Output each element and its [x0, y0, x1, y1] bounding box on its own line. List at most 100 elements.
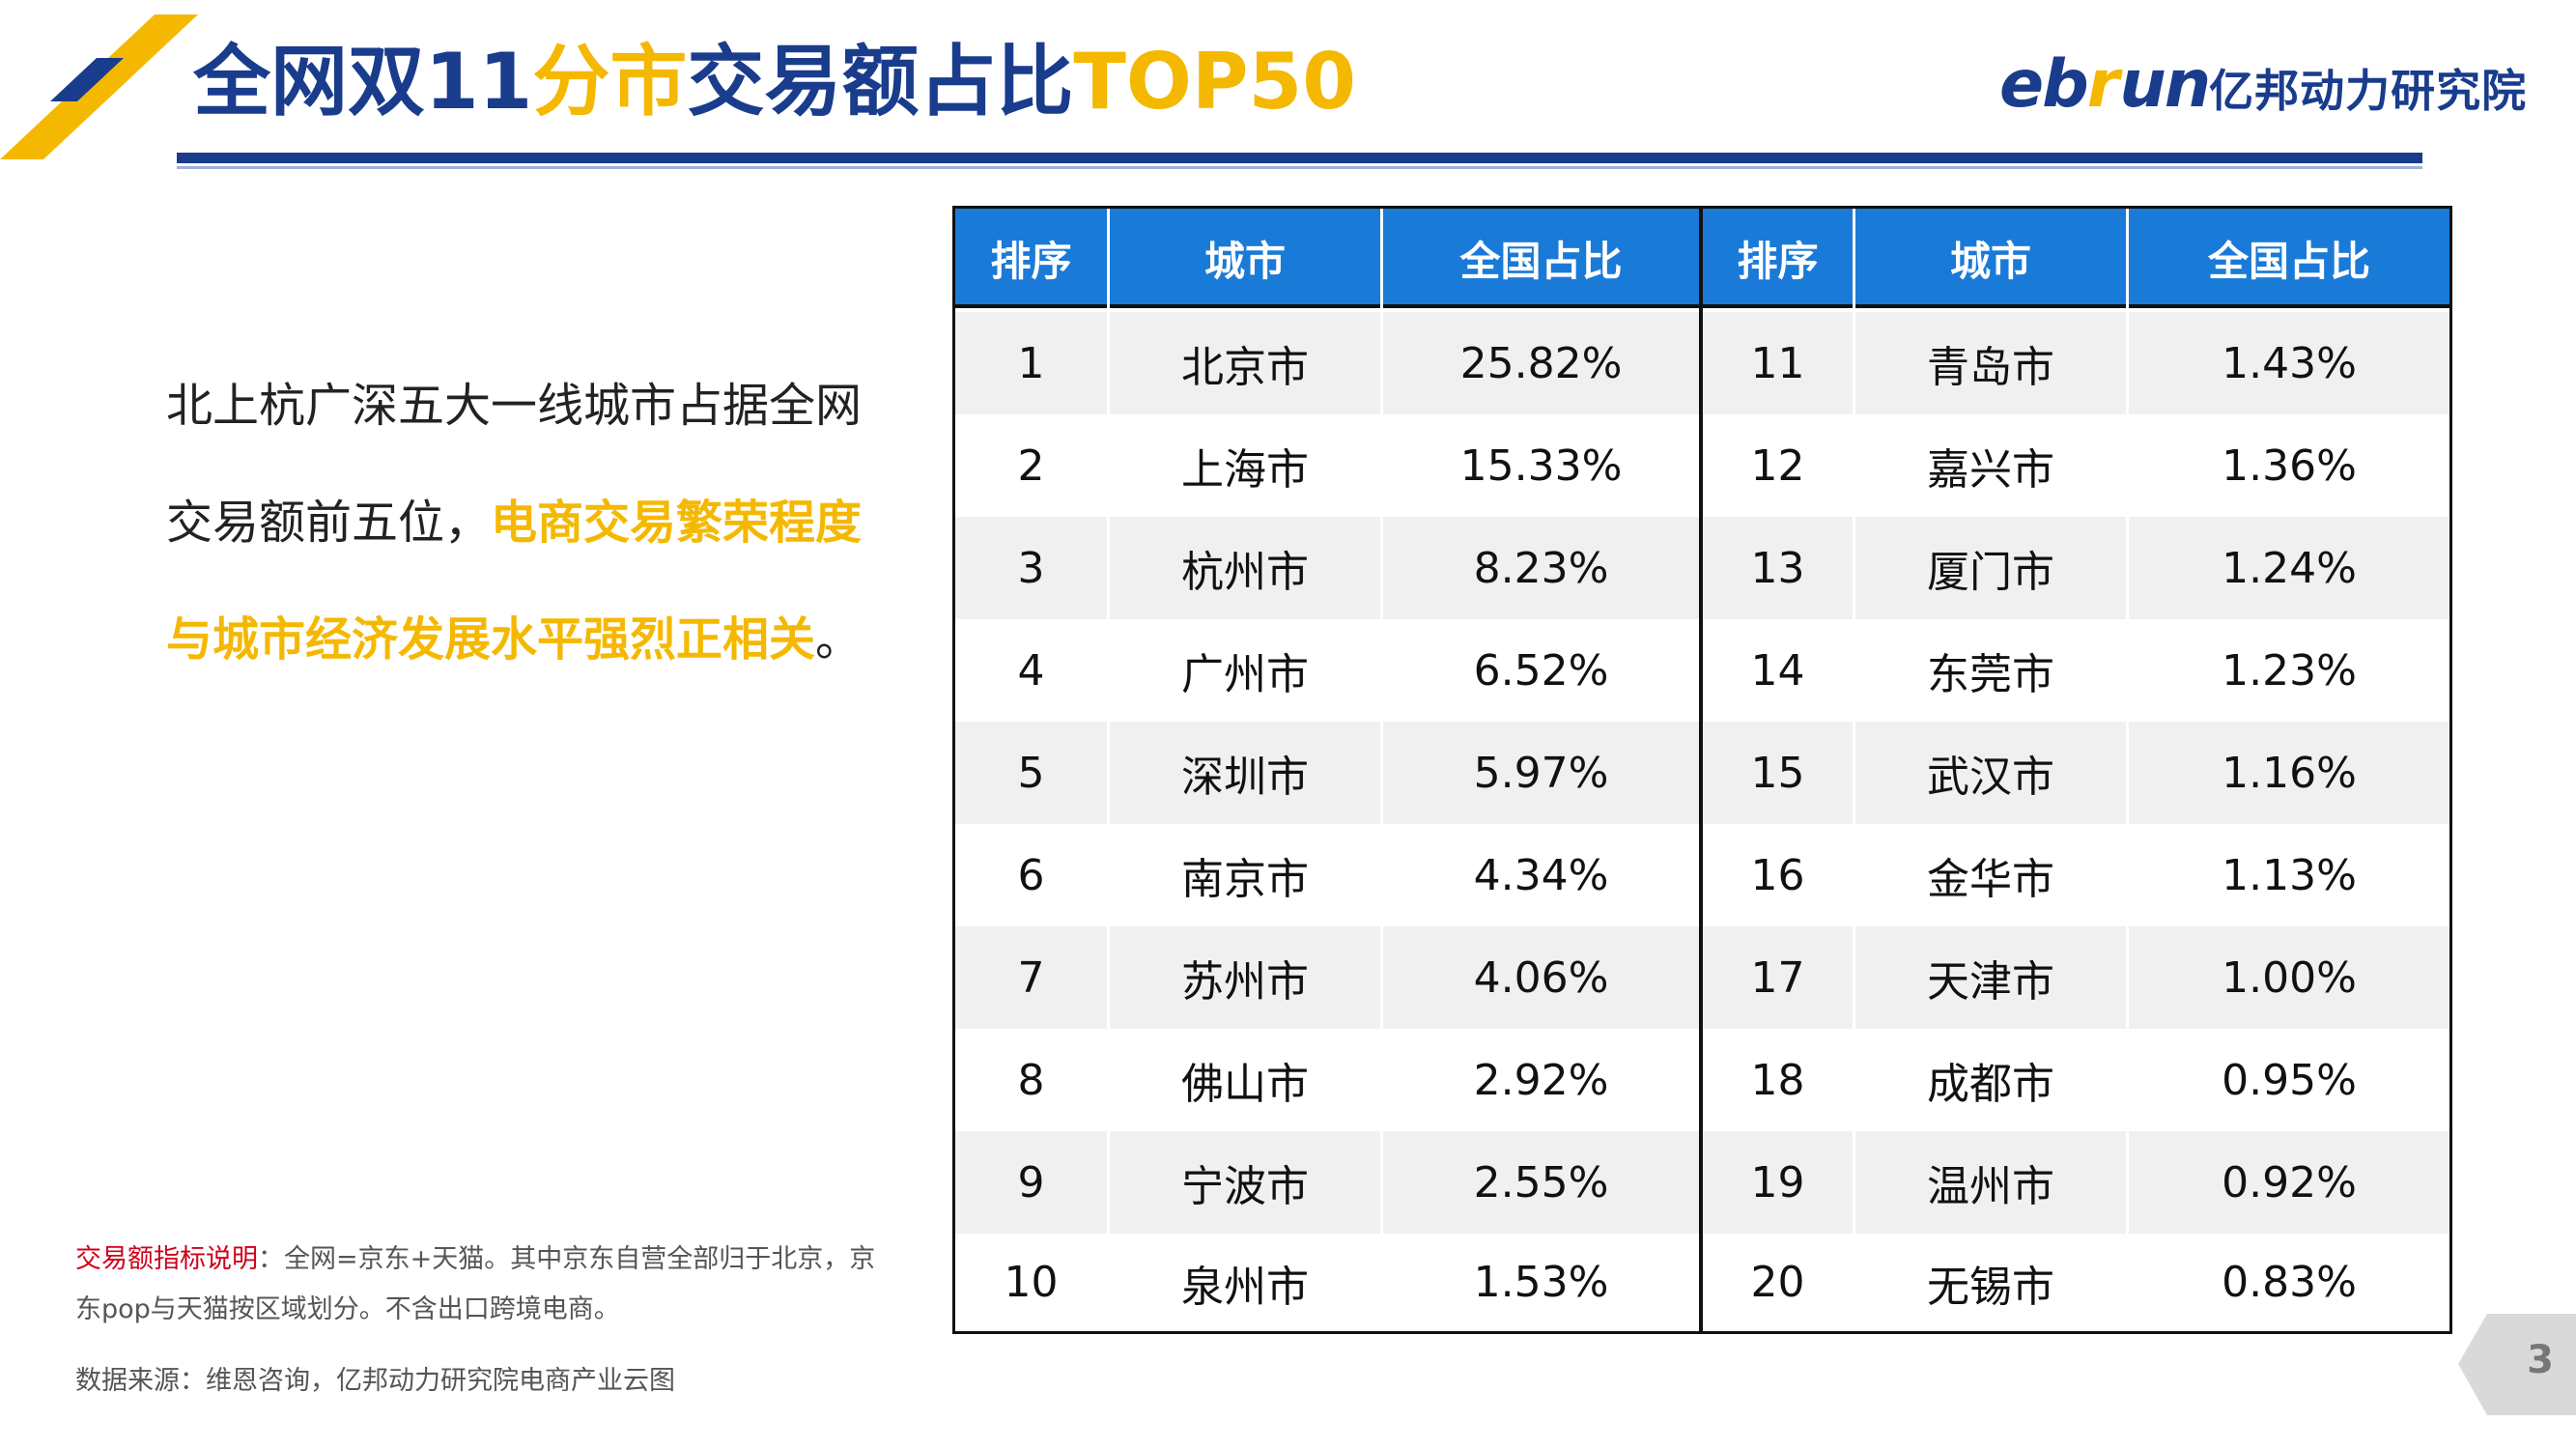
cell-share: 2.55% [1473, 1157, 1609, 1208]
cell-city: 武汉市 [1927, 753, 2054, 802]
cell-rank: 15 [1750, 748, 1805, 798]
cell-share: 1.53% [1473, 1258, 1609, 1307]
column-separator [2126, 926, 2129, 1029]
cell-rank: 16 [1750, 850, 1805, 900]
column-separator [1107, 1234, 1110, 1331]
ranking-table: 排序 城市 全国占比 排序 城市 全国占比 1 北京市 25.82% 11 青岛市 1.4… [952, 206, 2452, 1334]
cell-city: 杭州市 [1181, 548, 1309, 597]
header-separator [1853, 209, 1855, 308]
column-separator [1107, 619, 1110, 722]
page-title: 全网双11分市交易额占比TOP50 [193, 29, 1356, 135]
cell-share: 8.23% [1473, 543, 1609, 593]
cell-share: 4.06% [1473, 952, 1609, 1003]
cell-city: 南京市 [1181, 855, 1309, 904]
cell-rank: 10 [1004, 1258, 1059, 1307]
cell-rank: 11 [1750, 338, 1805, 388]
cell-share: 4.34% [1473, 850, 1609, 900]
cell-share: 0.95% [2222, 1055, 2357, 1105]
cell-rank: 12 [1750, 440, 1805, 491]
cell-rank: 6 [1017, 850, 1045, 900]
cell-share: 1.16% [2222, 748, 2357, 798]
cell-rank: 19 [1750, 1157, 1805, 1208]
column-separator [1107, 722, 1110, 824]
column-separator [1380, 312, 1383, 414]
header-divider [177, 153, 2422, 163]
header-rank-left: 排序 [990, 238, 1072, 285]
title-part-1: 全网双11 [193, 37, 533, 127]
column-separator [1853, 824, 1855, 926]
cell-rank: 1 [1017, 338, 1045, 388]
cell-rank: 18 [1750, 1055, 1805, 1105]
cell-rank: 7 [1017, 952, 1045, 1003]
column-separator [1380, 1234, 1383, 1331]
cell-rank: 5 [1017, 748, 1045, 798]
column-separator [1380, 517, 1383, 619]
cell-city: 青岛市 [1927, 343, 2054, 392]
cell-city: 天津市 [1927, 957, 2054, 1007]
summary-highlight: 电商交易繁荣程度与城市经济发展水平强烈正相关 [166, 496, 863, 667]
page-number-badge [2458, 1314, 2576, 1415]
header-city-left: 城市 [1203, 238, 1286, 285]
column-separator [2126, 312, 2129, 414]
cell-city: 温州市 [1927, 1162, 2054, 1211]
cell-share: 25.82% [1459, 338, 1623, 388]
column-separator [1853, 1029, 1855, 1131]
header-rank-right: 排序 [1737, 238, 1819, 285]
cell-city: 厦门市 [1927, 548, 2054, 597]
cell-share: 1.13% [2222, 850, 2357, 900]
header-separator [1380, 209, 1383, 308]
cell-rank: 8 [1017, 1055, 1045, 1105]
column-separator [1380, 824, 1383, 926]
cell-rank: 17 [1750, 952, 1805, 1003]
column-separator [1107, 517, 1110, 619]
column-separator [1107, 926, 1110, 1029]
cell-city: 苏州市 [1181, 957, 1309, 1007]
cell-share: 0.92% [2222, 1157, 2357, 1208]
header-separator [2126, 209, 2129, 308]
column-separator [1853, 517, 1855, 619]
header-decoration [0, 14, 198, 159]
page-number: 3 [2527, 1338, 2554, 1382]
column-separator [2126, 619, 2129, 722]
column-separator [1853, 619, 1855, 722]
cell-rank: 20 [1750, 1258, 1805, 1307]
cell-rank: 3 [1017, 543, 1045, 593]
summary-end: 。 [815, 612, 863, 667]
column-separator [1853, 1131, 1855, 1234]
column-separator [1853, 312, 1855, 414]
column-separator [1380, 1131, 1383, 1234]
cell-city: 广州市 [1181, 650, 1309, 699]
ebrun-logo: ebrun亿邦动力研究院 [1999, 46, 2527, 133]
table-body: 排序 城市 全国占比 排序 城市 全国占比 1 北京市 25.82% 11 青岛市 1.4… [955, 209, 2449, 1331]
column-separator [2126, 824, 2129, 926]
cell-share: 1.43% [2222, 338, 2357, 388]
column-separator [1380, 722, 1383, 824]
title-part-4: TOP50 [1073, 37, 1356, 127]
logo-un: un [2119, 46, 2211, 123]
cell-city: 宁波市 [1181, 1162, 1309, 1211]
cell-rank: 2 [1017, 440, 1045, 491]
cell-share: 5.97% [1473, 748, 1609, 798]
cell-share: 1.23% [2222, 645, 2357, 696]
logo-chinese: 亿邦动力研究院 [2209, 65, 2528, 117]
cell-city: 东莞市 [1927, 650, 2054, 699]
header-share-left: 全国占比 [1459, 238, 1623, 285]
cell-share: 1.00% [2222, 952, 2357, 1003]
header-share-right: 全国占比 [2207, 238, 2370, 285]
cell-share: 0.83% [2222, 1258, 2357, 1307]
column-separator [1107, 414, 1110, 517]
column-separator [1853, 414, 1855, 517]
cell-city: 嘉兴市 [1927, 445, 2054, 495]
cell-share: 15.33% [1459, 440, 1623, 491]
header-separator [1107, 209, 1110, 308]
cell-rank: 13 [1750, 543, 1805, 593]
cell-city: 北京市 [1181, 343, 1309, 392]
header-city-right: 城市 [1949, 238, 2031, 285]
column-separator [1380, 926, 1383, 1029]
logo-eb: eb [1999, 46, 2089, 123]
cell-city: 上海市 [1181, 445, 1309, 495]
cell-city: 无锡市 [1927, 1262, 2054, 1312]
cell-rank: 14 [1750, 645, 1805, 696]
cell-share: 6.52% [1473, 645, 1609, 696]
cell-city: 成都市 [1927, 1060, 2054, 1109]
